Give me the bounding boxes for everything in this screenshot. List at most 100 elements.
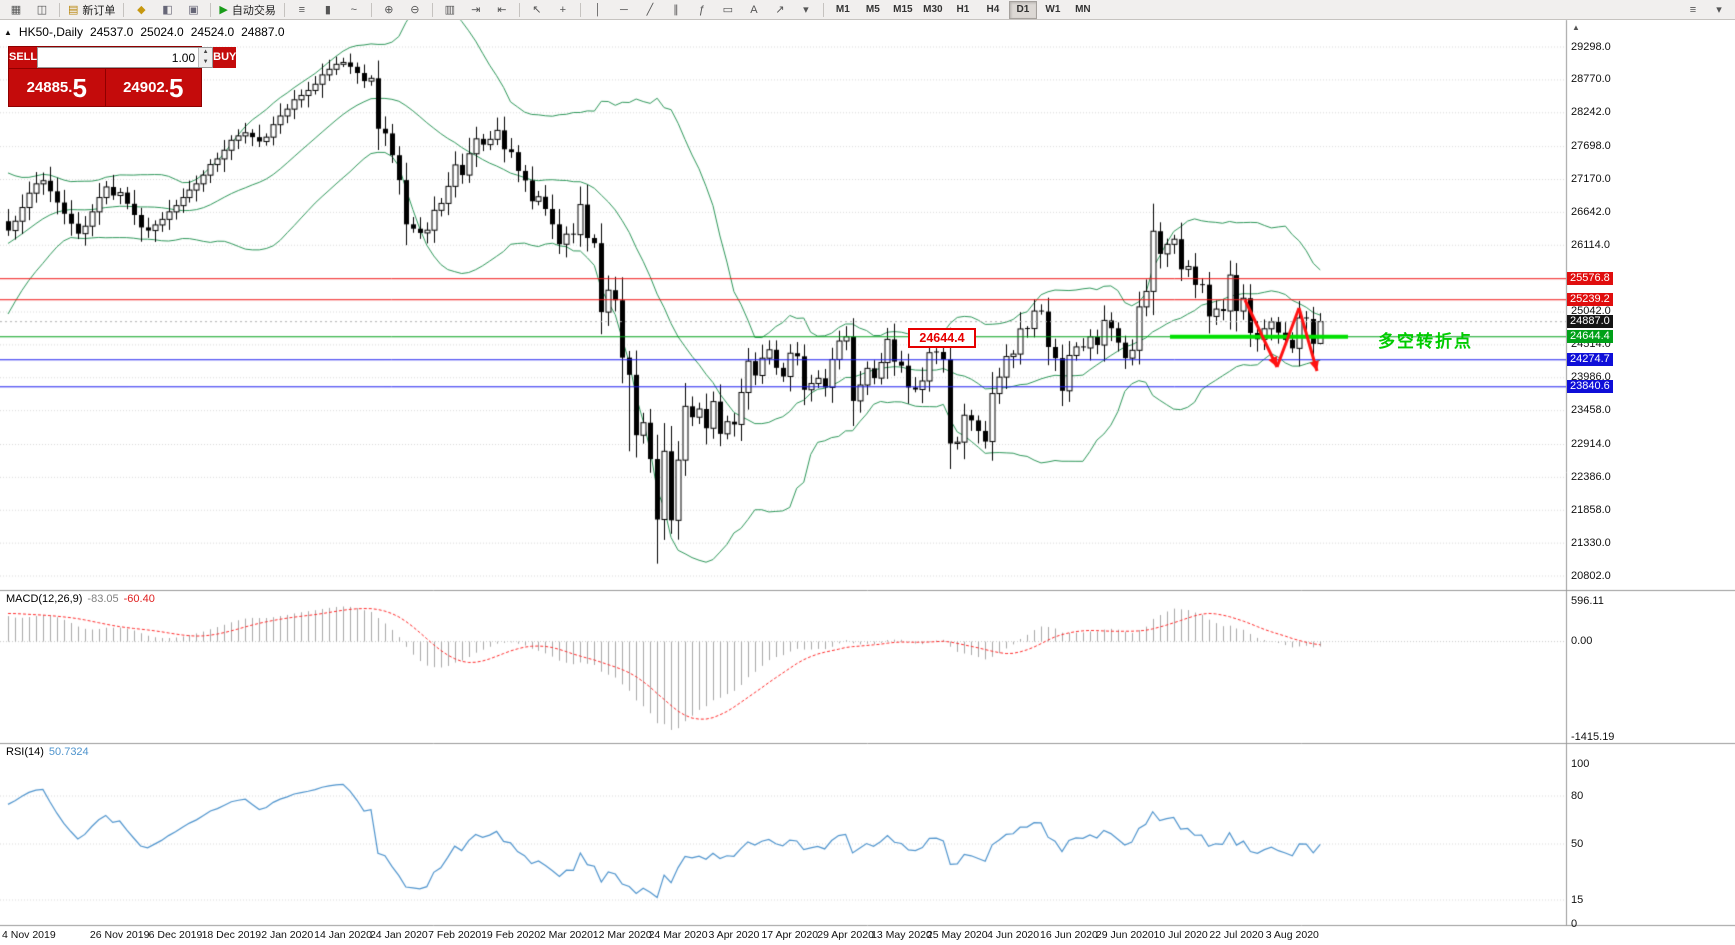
- rsi-axis-label: 80: [1571, 789, 1584, 802]
- volume-down-icon[interactable]: ▼: [199, 57, 213, 67]
- price-line-label: 25576.8: [1567, 271, 1613, 285]
- timeframe-m5-button[interactable]: M5: [865, 4, 880, 15]
- chart-shift-icon[interactable]: ⇤: [497, 3, 507, 16]
- date-axis-label: 29 Jun 2020: [1095, 929, 1154, 941]
- date-axis-label: 19 Feb 2020: [481, 929, 541, 941]
- sell-price[interactable]: 24885. 5: [9, 69, 106, 106]
- timeframe-m30-button[interactable]: M30: [923, 4, 943, 15]
- timeframe-w1-button[interactable]: W1: [1045, 4, 1061, 15]
- date-axis-label: 3 Aug 2020: [1265, 929, 1319, 941]
- auto-scroll-icon[interactable]: ⇥: [471, 3, 481, 16]
- timeframe-d1-button[interactable]: D1: [1008, 0, 1037, 19]
- candlestick-chart-icon[interactable]: ▮: [324, 3, 331, 16]
- date-axis-label: 12 Mar 2020: [592, 929, 652, 941]
- one-click-collapse-icon[interactable]: ▲: [4, 27, 12, 37]
- volume-input[interactable]: [38, 48, 199, 67]
- price-axis-label: 20802.0: [1571, 569, 1611, 582]
- rsi-axis-label: 0: [1571, 917, 1578, 930]
- date-axis-label: 24 Mar 2020: [648, 929, 708, 941]
- data-window-icon[interactable]: ◧: [162, 3, 173, 16]
- rsi-indicator-label: RSI(14) 50.7324: [6, 746, 89, 758]
- price-axis-label: 28770.0: [1571, 73, 1611, 86]
- date-axis-label: 10 Jul 2020: [1153, 929, 1208, 941]
- toolbar-separator: [518, 2, 520, 17]
- toolbar-separator: [431, 2, 433, 17]
- line-chart-icon[interactable]: ~: [350, 3, 358, 16]
- toolbar-separator: [579, 2, 581, 17]
- more-tools-icon[interactable]: ▾: [803, 3, 809, 16]
- sell-price-big-digit: 5: [72, 72, 87, 103]
- chart-profiles-icon[interactable]: ◫: [36, 3, 48, 16]
- zoom-out-icon[interactable]: ⊖: [410, 3, 420, 16]
- buy-button[interactable]: BUY: [213, 47, 237, 68]
- macd-signal-value: -60.40: [123, 593, 155, 605]
- volume-up-icon[interactable]: ▲: [199, 48, 213, 58]
- volume-spinner: ▲ ▼: [198, 48, 213, 67]
- new-chart-icon[interactable]: ▦: [10, 3, 22, 16]
- date-axis-label: 3 Apr 2020: [708, 929, 760, 941]
- price-line-label: 24644.4: [1567, 329, 1613, 343]
- autotrading-button[interactable]: ▶ 自动交易: [219, 3, 276, 17]
- date-axis-label: 16 Jun 2020: [1040, 929, 1098, 941]
- toolbar-menu-icon[interactable]: ▾: [1716, 3, 1722, 16]
- fibonacci-icon[interactable]: ƒ: [698, 3, 705, 16]
- price-axis-label: 25042.0: [1571, 305, 1611, 318]
- zoom-in-icon[interactable]: ⊕: [384, 3, 394, 16]
- arrow-tool-icon[interactable]: ↗: [775, 3, 785, 16]
- channel-icon[interactable]: ∥: [673, 3, 679, 16]
- buy-price-big-digit: 5: [168, 72, 184, 103]
- buy-price[interactable]: 24902. 5: [106, 69, 202, 106]
- bar-chart-icon[interactable]: ≡: [298, 3, 306, 16]
- trendline-icon[interactable]: ╱: [646, 3, 654, 16]
- macd-axis-label: 0.00: [1571, 635, 1593, 648]
- price-scale-marker-icon[interactable]: ▲: [1572, 23, 1580, 32]
- price-axis-label: 28242.0: [1571, 106, 1611, 119]
- date-axis-label: 17 Apr 2020: [761, 929, 819, 941]
- date-axis-label: 6 Dec 2019: [148, 929, 203, 941]
- timeframe-mn-button[interactable]: MN: [1075, 4, 1091, 15]
- tile-windows-icon[interactable]: ▥: [444, 3, 456, 16]
- crosshair-icon[interactable]: +: [559, 3, 567, 16]
- timeframe-h1-button[interactable]: H1: [956, 4, 970, 15]
- vertical-line-icon[interactable]: │: [594, 3, 602, 16]
- price-axis-label: 22386.0: [1571, 470, 1611, 483]
- sell-price-small: 24885.: [26, 79, 73, 96]
- price-axis-label: 27698.0: [1571, 140, 1611, 153]
- toolbar-separator: [210, 2, 212, 17]
- new-order-button[interactable]: ▤ 新订单: [68, 3, 116, 17]
- rsi-axis-label: 100: [1571, 757, 1590, 770]
- sell-button[interactable]: SELL: [9, 47, 38, 68]
- macd-axis-label: -1415.19: [1571, 731, 1615, 744]
- timeframe-m1-button[interactable]: M1: [835, 4, 850, 15]
- market-watch-icon[interactable]: ◆: [137, 3, 146, 16]
- shapes-icon[interactable]: ▭: [722, 3, 734, 16]
- price-axis-label: 21330.0: [1571, 536, 1611, 549]
- toolbar-more-icon[interactable]: ≡: [1689, 3, 1697, 16]
- horizontal-line-icon[interactable]: ─: [619, 3, 628, 16]
- date-axis-label: 25 May 2020: [926, 929, 988, 941]
- toolbar-separator: [123, 2, 125, 17]
- chart-ohlc-header: ▲ HK50-,Daily 24537.0 25024.0 24524.0 24…: [4, 25, 285, 39]
- price-callout-label[interactable]: 24644.4: [908, 328, 976, 348]
- text-tool-icon[interactable]: A: [750, 3, 758, 16]
- main-toolbar: ▦ ◫ ▤ 新订单 ◆ ◧ ▣ ▶ 自动交易 ≡ ▮ ~ ⊕ ⊖ ▥ ⇥ ⇤ ↖ + │ ─ ╱ ∥ ƒ ▭ A ↗ ▾ M1 M5 M15…: [0, 0, 1735, 20]
- price-line-label: 24274.7: [1567, 352, 1613, 366]
- price-line-label: 25239.2: [1567, 292, 1613, 306]
- macd-indicator-label: MACD(12,26,9) -83.05 -60.40: [6, 593, 155, 605]
- price-axis-label: 26114.0: [1571, 238, 1610, 251]
- chart-low-value: 24524.0: [190, 25, 235, 39]
- price-axis-label: 22914.0: [1571, 437, 1611, 450]
- timeframe-h4-button[interactable]: H4: [986, 4, 1000, 15]
- price-axis-label: 21858.0: [1571, 503, 1611, 516]
- chart-annotation-text[interactable]: 多空转折点: [1378, 332, 1473, 351]
- price-axis-label: 29298.0: [1571, 40, 1611, 53]
- navigator-icon[interactable]: ▣: [188, 3, 199, 16]
- cursor-icon[interactable]: ↖: [532, 3, 542, 16]
- timeframe-m15-button[interactable]: M15: [893, 4, 913, 15]
- date-axis-label: 22 Jul 2020: [1209, 929, 1264, 941]
- toolbar-separator: [283, 2, 285, 17]
- date-axis-label: 4 Jun 2020: [987, 929, 1040, 941]
- chart-close-value: 24887.0: [241, 25, 285, 39]
